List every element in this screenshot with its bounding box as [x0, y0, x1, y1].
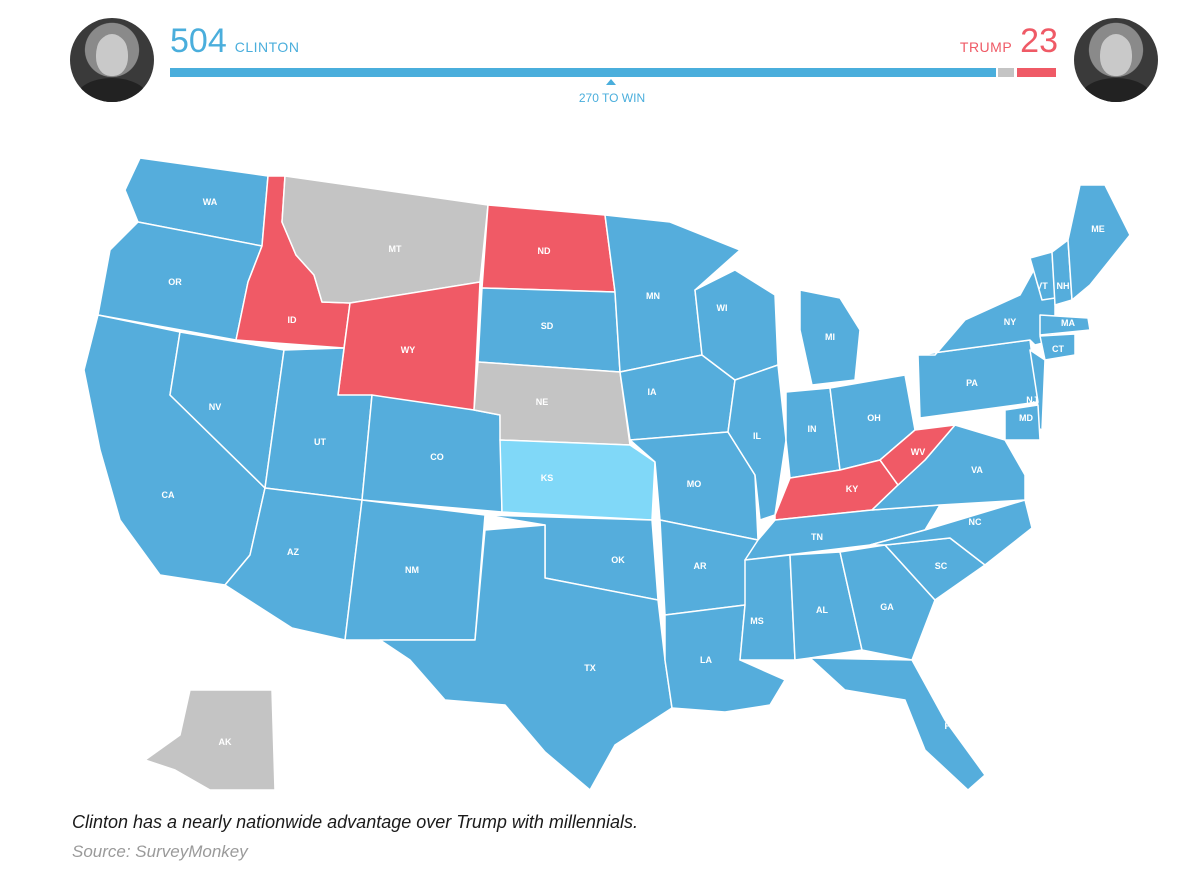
clinton-score: 504 CLINTON [170, 22, 299, 61]
trump-face [1100, 34, 1132, 76]
clinton-votes: 504 [170, 22, 227, 60]
state-label-nj: NJ [1026, 395, 1038, 405]
state-label-nm: NM [405, 565, 419, 575]
state-label-nc: NC [969, 517, 982, 527]
clinton-portrait [70, 18, 154, 102]
state-label-nv: NV [209, 402, 222, 412]
state-label-wv: WV [911, 447, 926, 457]
state-label-mt: MT [389, 244, 402, 254]
trump-score: TRUMP 23 [960, 22, 1058, 61]
state-label-ak: AK [219, 737, 232, 747]
source: Source: SurveyMonkey [72, 842, 248, 861]
state-label-ar: AR [694, 561, 707, 571]
state-fl [809, 657, 986, 791]
state-label-la: LA [700, 655, 712, 665]
clinton-face [96, 34, 128, 76]
state-mt [281, 175, 489, 304]
threshold-label: 270 TO WIN [578, 91, 646, 105]
trump-votes: 23 [1020, 22, 1058, 60]
state-label-ut: UT [314, 437, 326, 447]
state-label-pa: PA [966, 378, 978, 388]
state-label-wi: WI [717, 303, 728, 313]
state-pa [917, 339, 1039, 419]
caption: Clinton has a nearly nationwide advantag… [72, 812, 638, 832]
state-il [727, 364, 787, 521]
trump-name: TRUMP [959, 39, 1013, 55]
state-label-ms: MS [750, 616, 764, 626]
state-ak [144, 689, 276, 791]
state-label-mi: MI [825, 332, 835, 342]
state-label-or: OR [168, 277, 182, 287]
state-label-ok: OK [611, 555, 625, 565]
state-label-wa: WA [203, 197, 218, 207]
state-label-oh: OH [867, 413, 881, 423]
state-label-wy: WY [401, 345, 416, 355]
state-label-me: ME [1091, 224, 1105, 234]
state-ma [1039, 314, 1091, 336]
state-mi [799, 289, 861, 386]
trump-vote-bar [1017, 68, 1056, 77]
state-label-nh: NH [1057, 281, 1070, 291]
state-label-tn: TN [811, 532, 823, 542]
clinton-vote-bar [170, 68, 996, 77]
threshold-marker-icon [606, 79, 616, 85]
state-ga [839, 544, 936, 661]
state-al [789, 551, 863, 661]
state-label-fl: FL [945, 721, 956, 731]
state-label-sd: SD [541, 321, 554, 331]
state-label-ct: CT [1052, 344, 1064, 354]
state-nc [869, 499, 1033, 566]
state-label-ny: NY [1004, 317, 1017, 327]
state-label-ga: GA [880, 602, 894, 612]
state-label-in: IN [808, 424, 817, 434]
undecided-vote-bar [998, 68, 1014, 77]
state-md [1004, 404, 1041, 441]
state-label-mn: MN [646, 291, 660, 301]
state-label-co: CO [430, 452, 444, 462]
state-wv [879, 424, 956, 486]
state-label-il: IL [753, 431, 762, 441]
state-label-ks: KS [541, 473, 554, 483]
state-label-vt: VT [1036, 281, 1048, 291]
state-label-ca: CA [162, 490, 175, 500]
state-label-al: AL [816, 605, 828, 615]
state-label-az: AZ [287, 547, 299, 557]
state-ks [499, 439, 656, 521]
state-ms [739, 554, 796, 661]
state-label-ky: KY [846, 484, 859, 494]
state-label-ma: MA [1061, 318, 1075, 328]
state-label-mo: MO [687, 479, 702, 489]
trump-portrait [1074, 18, 1158, 102]
state-label-id: ID [288, 315, 298, 325]
state-label-tx: TX [584, 663, 596, 673]
state-tx [379, 524, 673, 791]
clinton-name: CLINTON [234, 39, 300, 55]
state-label-md: MD [1019, 413, 1033, 423]
state-me [1067, 184, 1131, 301]
state-label-nd: ND [538, 246, 551, 256]
state-label-va: VA [971, 465, 983, 475]
state-ct [1039, 333, 1076, 361]
state-label-sc: SC [935, 561, 948, 571]
state-label-ia: IA [648, 387, 658, 397]
state-label-ne: NE [536, 397, 549, 407]
